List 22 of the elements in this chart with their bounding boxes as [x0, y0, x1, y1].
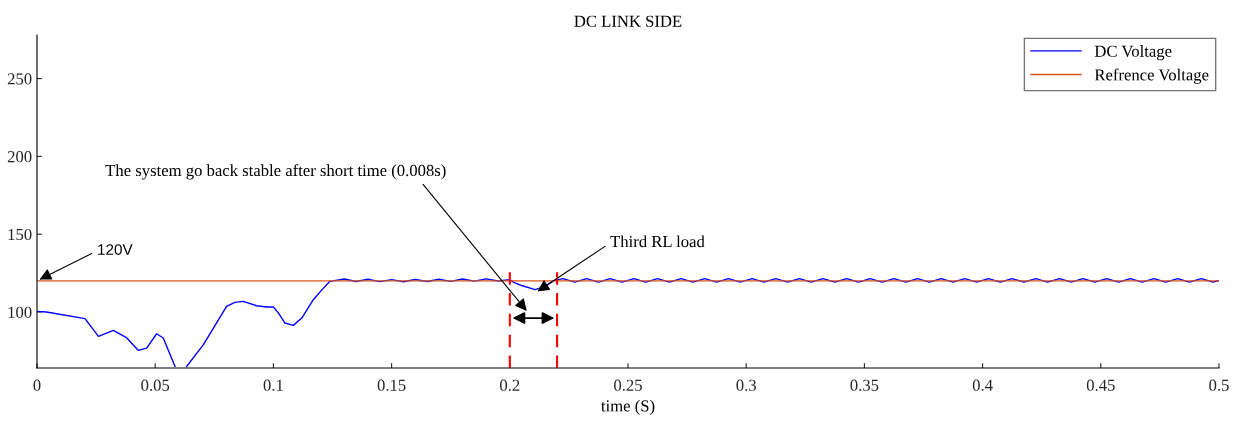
- y-tick-label: 100: [8, 306, 32, 318]
- x-tick-label: 0.15: [377, 379, 406, 391]
- annotation: 120V: [98, 244, 133, 255]
- chart-title: DC LINK SIDE: [574, 15, 682, 27]
- x-tick-label: 0: [33, 379, 41, 391]
- x-tick-label: 0.05: [141, 379, 170, 391]
- x-tick-label: 0.3: [736, 379, 756, 391]
- x-tick-label: 0.1: [263, 379, 283, 391]
- annotation: The system go back stable after short time (0.008s): [105, 164, 446, 180]
- x-tick-label: 0.35: [850, 379, 879, 391]
- x-tick-label: 0.25: [614, 379, 642, 391]
- x-tick-label: 0.45: [1086, 379, 1115, 391]
- x-tick-label: 0.2: [500, 379, 520, 391]
- x-tick-label: 0.5: [1209, 379, 1229, 391]
- y-tick-label: 250: [7, 73, 32, 85]
- legend-label: Refrence Voltage: [1094, 68, 1209, 84]
- x-tick-label: 0.4: [972, 379, 993, 391]
- x-axis-title: time (S): [601, 399, 655, 415]
- y-tick-label: 200: [7, 151, 32, 163]
- y-tick-label: 150: [8, 228, 32, 241]
- annotation: Third RL load: [610, 235, 705, 248]
- legend-label: DC Voltage: [1094, 45, 1172, 61]
